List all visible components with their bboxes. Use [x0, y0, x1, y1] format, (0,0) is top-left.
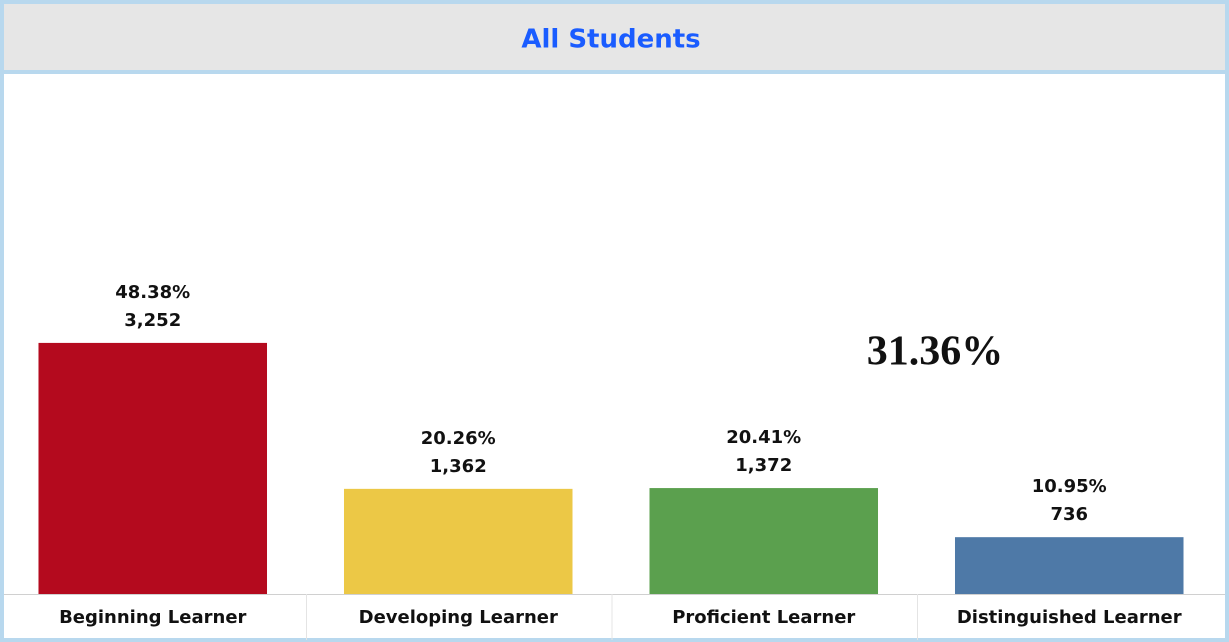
count-label: 736	[1050, 504, 1088, 525]
count-label: 1,372	[735, 455, 792, 476]
value-label: 20.26%	[421, 428, 496, 449]
x-tick-label: Proficient Learner	[672, 607, 855, 628]
bar	[343, 488, 573, 594]
value-label: 20.41%	[726, 427, 801, 448]
bar	[954, 537, 1184, 594]
count-label: 1,362	[430, 456, 487, 477]
x-tick-label: Distinguished Learner	[957, 607, 1182, 628]
bar	[649, 488, 879, 594]
value-label: 48.38%	[115, 282, 190, 303]
x-tick-label: Beginning Learner	[59, 607, 246, 628]
value-label: 10.95%	[1032, 476, 1107, 497]
annotation: 31.36%	[867, 329, 1004, 375]
chart-title: All Students	[521, 25, 700, 55]
x-tick-label: Developing Learner	[359, 607, 558, 628]
header	[0, 0, 1229, 74]
count-label: 3,252	[124, 310, 181, 331]
bar	[38, 342, 268, 594]
